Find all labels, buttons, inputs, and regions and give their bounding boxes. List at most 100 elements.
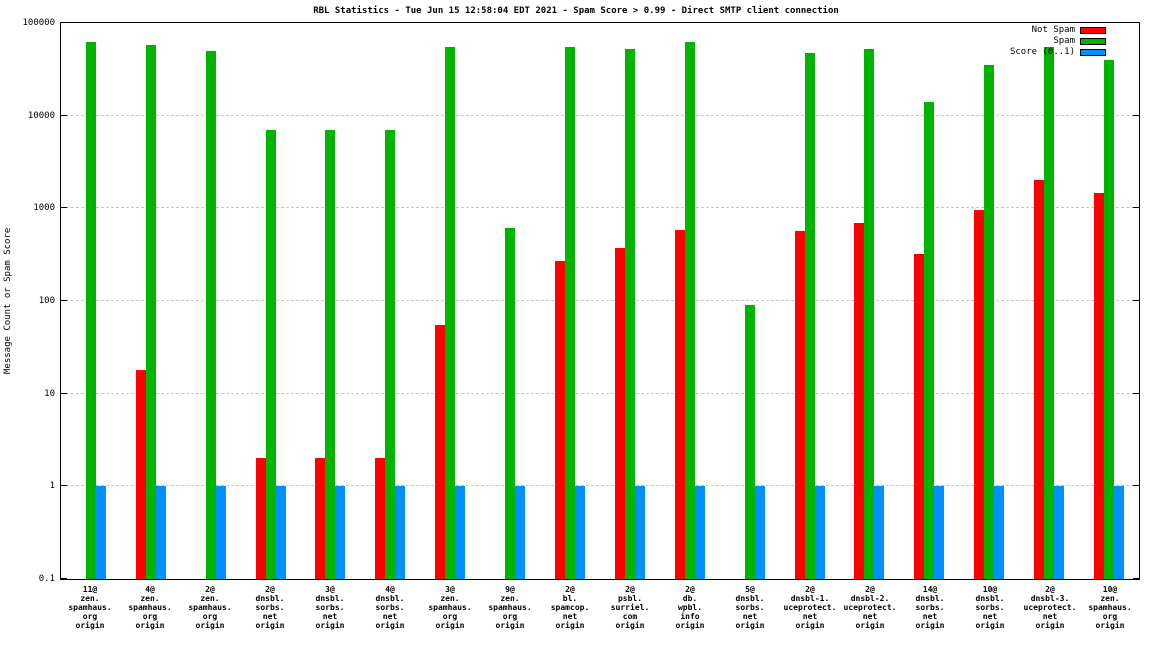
bar-spam (864, 49, 875, 579)
legend-swatch-score (1080, 48, 1106, 56)
gridline (61, 300, 1139, 301)
y-tick-label: 0.1 (38, 574, 55, 584)
x-label-line: dnsbl. (975, 594, 1005, 603)
x-label-line: zen. (80, 594, 100, 603)
x-label: 2@ dnsbl-1. uceprotect. net origin (780, 585, 840, 630)
bar-not-spam (255, 458, 266, 579)
y-tick-label: 100000 (22, 18, 55, 28)
gridline (61, 485, 1139, 487)
bar-not-spam (614, 248, 625, 579)
bar-spam (804, 52, 815, 579)
x-label-line: zen. (1100, 594, 1120, 603)
x-label-line: net (742, 612, 758, 621)
bar-score-0-1- (575, 486, 586, 579)
x-label-line: info (680, 612, 700, 621)
bar-score-0-1- (215, 486, 226, 579)
bar-not-spam (674, 230, 685, 579)
axis-tick (1133, 22, 1139, 23)
x-label-line: sorbs. (735, 603, 765, 612)
bar-group (600, 23, 660, 579)
bar-spam (924, 102, 935, 579)
x-label-line: 10@ (1102, 585, 1118, 594)
x-label-line: origin (975, 621, 1005, 630)
bar-spam (505, 227, 516, 579)
bar-group (1079, 23, 1139, 579)
bar-group (360, 23, 420, 579)
bar-not-spam (794, 230, 805, 579)
x-label-line: uceprotect. (783, 603, 837, 612)
bar-spam (744, 305, 755, 579)
x-label-line: psbl. (617, 594, 643, 603)
plot-area: 100000 10000 1000 100 10 1 0.1 (22, 18, 1140, 584)
chart-title: RBL Statistics - Tue Jun 15 12:58:04 EDT… (313, 6, 839, 16)
x-label: 2@ db. wpbl. info origin (660, 585, 720, 630)
x-label-line: org (202, 612, 218, 621)
legend-item-spam: Spam (1053, 36, 1106, 46)
x-label-line: net (322, 612, 338, 621)
x-label-line: net (862, 612, 878, 621)
x-label-line: com (622, 612, 638, 621)
bar-group (61, 23, 121, 579)
bar-not-spam (555, 261, 566, 579)
bar-not-spam (974, 210, 985, 579)
x-label-line: sorbs. (315, 603, 345, 612)
bar-score-0-1- (634, 486, 645, 579)
gridline (61, 392, 1139, 394)
axis-tick (1133, 485, 1139, 487)
legend-label-not-spam: Not Spam (1031, 25, 1075, 35)
x-label-line: surriel. (610, 603, 650, 612)
x-label-line: net (922, 612, 938, 621)
x-label-line: origin (315, 621, 345, 630)
x-label-line: org (502, 612, 518, 621)
bar-spam (205, 50, 216, 579)
x-label-line: 2@ (805, 585, 815, 594)
x-label: 11@ zen. spamhaus. org origin (60, 585, 120, 630)
axis-tick (1133, 114, 1139, 116)
legend-label-score: Score (0..1) (1009, 47, 1075, 57)
x-label-line: dnsbl-1. (790, 594, 830, 603)
bar-spam (445, 47, 456, 579)
x-label-line: sorbs. (375, 603, 405, 612)
x-label-line: sorbs. (255, 603, 285, 612)
x-label-line: spamhaus. (1088, 603, 1132, 612)
bar-spam (684, 42, 695, 579)
x-label: 4@ dnsbl. sorbs. net origin (360, 585, 420, 630)
x-label-line: 2@ (625, 585, 635, 594)
gridline (61, 207, 1139, 209)
x-label-line: 2@ (565, 585, 575, 594)
x-label-line: dnsbl. (735, 594, 765, 603)
gridline (61, 114, 1139, 116)
bar-group (420, 23, 480, 579)
x-label-line: dnsbl. (375, 594, 405, 603)
bar-not-spam (435, 325, 446, 579)
x-label-line: uceprotect. (1023, 603, 1077, 612)
x-label-line: bl. (562, 594, 578, 603)
x-label-line: net (982, 612, 998, 621)
axis-tick (1133, 578, 1139, 579)
bar-group (1019, 23, 1079, 579)
bar-spam (265, 130, 276, 579)
x-label-line: 2@ (865, 585, 875, 594)
x-label: 3@ dnsbl. sorbs. net origin (300, 585, 360, 630)
bar-score-0-1- (455, 486, 466, 579)
bar-spam (565, 47, 576, 579)
legend: Not Spam Spam Score (0..1) (1010, 25, 1106, 57)
bar-score-0-1- (95, 486, 106, 579)
x-label-line: sorbs. (975, 603, 1005, 612)
x-label-line: net (382, 612, 398, 621)
axis-tick (1133, 392, 1139, 394)
x-label-line: uceprotect. (843, 603, 897, 612)
x-label-line: dnsbl-3. (1030, 594, 1070, 603)
x-label-line: origin (675, 621, 705, 630)
x-label-line: zen. (200, 594, 220, 603)
x-label-line: zen. (140, 594, 160, 603)
x-label-line: origin (795, 621, 825, 630)
legend-item-score: Score (0..1) (1010, 47, 1106, 57)
axis-tick (1133, 207, 1139, 209)
x-label-line: 2@ (265, 585, 275, 594)
y-tick-label: 1000 (33, 203, 55, 214)
x-label-line: origin (495, 621, 525, 630)
x-label-line: net (1042, 612, 1058, 621)
bar-not-spam (1034, 180, 1045, 579)
